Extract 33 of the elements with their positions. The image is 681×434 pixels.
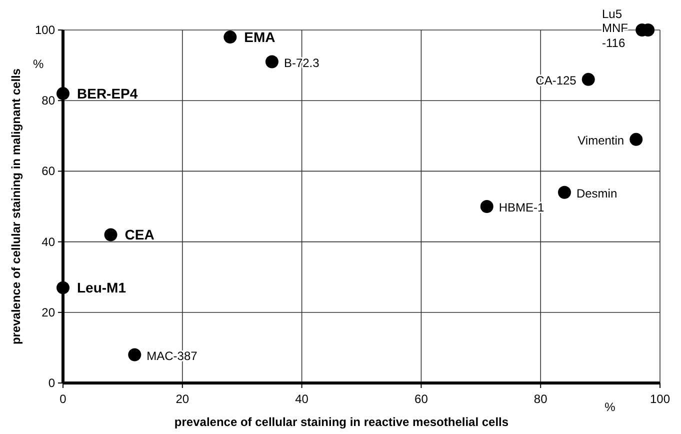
annotation: Lu5 [602,7,622,21]
point [104,228,118,242]
point [56,281,70,294]
annotation: EMA [244,29,276,46]
point [128,348,142,362]
point [56,87,70,100]
y-tick-label: 100 [34,23,56,37]
point [224,30,237,44]
x-tick-label: 80 [534,392,548,406]
text: % [33,57,44,71]
annotation: Leu-M1 [77,280,126,296]
annotation: Vimentin [578,133,624,148]
annotation: Desmin [576,186,618,200]
text: % [604,400,616,414]
x-tick-label: 0 [60,392,67,406]
point [558,186,571,199]
point [480,200,494,213]
y-tick-label: 0 [48,376,56,390]
x-tick-label: 40 [295,392,309,406]
y-tick-label: 20 [42,305,56,320]
point [265,55,278,68]
y-tick-label: 80 [42,94,56,108]
x-tick-label: 100 [650,392,670,406]
y-tick-label: 40 [42,234,56,249]
y-axis-title: prevalence of cellular staining in malignant cells [9,68,23,345]
point [582,72,595,86]
y-tick-label: 60 [42,164,56,178]
x-tick-label: 20 [176,392,190,406]
annotation: CEA [124,226,154,243]
x-tick-label: 60 [414,392,428,406]
annotation: BER-EP4 [77,86,138,102]
x-axis-title: prevalence of cellular staining in reactive mesothelial cells [174,415,509,429]
point [630,132,643,146]
